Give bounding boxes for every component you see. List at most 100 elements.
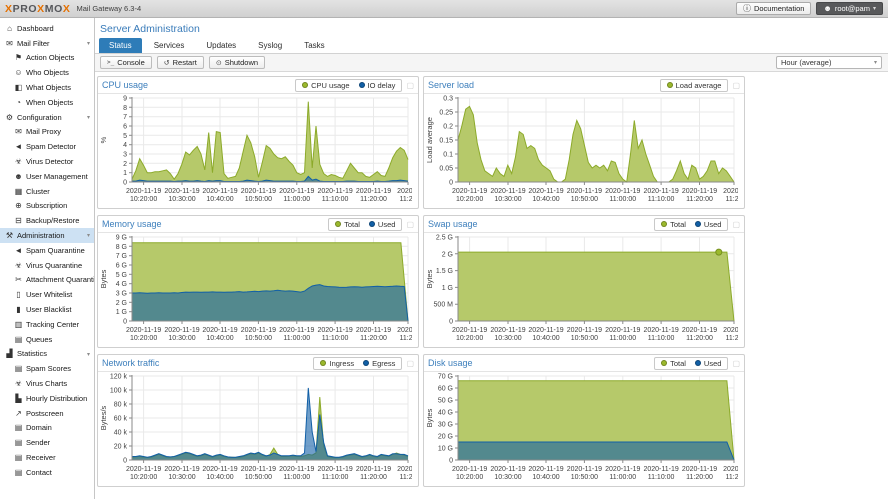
legend-item-used[interactable]: Used	[694, 220, 721, 229]
sidebar-item-attachment-quarantine[interactable]: ✂ Attachment Quarantine	[0, 273, 94, 288]
svg-text:11:20:00: 11:20:00	[360, 196, 387, 203]
sidebar-item-action-objects[interactable]: ⚑ Action Objects	[0, 51, 94, 66]
sidebar-item-administration[interactable]: ⚒ Administration ▾	[0, 228, 94, 243]
chevron-down-icon: ▾	[873, 60, 877, 66]
sidebar-item-virus-charts[interactable]: ☣ Virus Charts	[0, 376, 94, 391]
chart-panel-swap-usage: Swap usage Total Used ▢ 0 500 M 1 G 1.5 G 2 G 2.5…	[423, 215, 745, 348]
sidebar-item-spam-quarantine[interactable]: ◄ Spam Quarantine	[0, 243, 94, 258]
sidebar-item-user-management[interactable]: ☻ User Management	[0, 169, 94, 184]
proxmox-logo: X PRO X MO X	[5, 3, 71, 15]
sidebar-item-who-objects[interactable]: ☺ Who Objects	[0, 65, 94, 80]
svg-text:2: 2	[123, 161, 127, 168]
svg-text:2020-11-19: 2020-11-19	[528, 188, 563, 195]
spam-quarantine-icon: ◄	[14, 245, 23, 255]
svg-text:10:30:00: 10:30:00	[494, 474, 521, 481]
chart-legend: Total Used	[654, 356, 729, 370]
sidebar-item-spam-detector[interactable]: ◄ Spam Detector	[0, 139, 94, 154]
sidebar-item-statistics[interactable]: ▟ Statistics ▾	[0, 347, 94, 362]
legend-item-io-delay[interactable]: IO delay	[358, 81, 395, 90]
sidebar-item-contact[interactable]: ▤ Contact	[0, 465, 94, 480]
svg-text:10:50:00: 10:50:00	[571, 335, 598, 342]
undock-icon[interactable]: ▢	[732, 219, 740, 229]
user-menu-button[interactable]: ☻ root@pam ▾	[816, 2, 883, 15]
svg-text:Bytes: Bytes	[425, 408, 434, 427]
chevron-down-icon: ▾	[86, 351, 90, 358]
console-icon: >_	[107, 59, 115, 66]
svg-text:6 G: 6 G	[116, 263, 127, 270]
legend-item-total[interactable]: Total	[661, 359, 686, 368]
tab-status[interactable]: Status	[99, 38, 142, 53]
legend-item-total[interactable]: Total	[661, 220, 686, 229]
legend-dot-icon	[694, 360, 701, 366]
sidebar-item-postscreen[interactable]: ↗ Postscreen	[0, 406, 94, 421]
legend-item-ingress[interactable]: Ingress	[320, 359, 354, 368]
sidebar-item-user-blacklist[interactable]: ▮ User Blacklist	[0, 302, 94, 317]
sidebar-item-what-objects[interactable]: ◧ What Objects	[0, 80, 94, 95]
legend-item-total[interactable]: Total	[335, 220, 360, 229]
legend-item-used[interactable]: Used	[368, 220, 395, 229]
documentation-button[interactable]: ⓘ Documentation	[735, 2, 812, 15]
sidebar-item-mail-proxy[interactable]: ✉ Mail Proxy	[0, 125, 94, 140]
svg-text:10:20:00: 10:20:00	[130, 196, 157, 203]
console-button[interactable]: >_ Console	[100, 56, 152, 69]
sidebar-item-backup-restore[interactable]: ⊟ Backup/Restore	[0, 213, 94, 228]
sidebar-item-spam-scores[interactable]: ▤ Spam Scores	[0, 361, 94, 376]
svg-text:1.5 G: 1.5 G	[436, 268, 453, 275]
sidebar-item-sender[interactable]: ▤ Sender	[0, 435, 94, 450]
queues-icon: ▤	[14, 334, 23, 344]
restart-button[interactable]: ↺ Restart	[156, 56, 204, 69]
svg-text:10:50:00: 10:50:00	[571, 196, 598, 203]
legend-item-load-average[interactable]: Load average	[666, 81, 721, 90]
undock-icon[interactable]: ▢	[732, 80, 740, 90]
svg-text:0: 0	[123, 319, 127, 326]
legend-item-cpu-usage[interactable]: CPU usage	[302, 81, 350, 90]
shutdown-button[interactable]: ⊙ Shutdown	[208, 56, 266, 69]
legend-dot-icon	[368, 221, 375, 227]
domain-icon: ▤	[14, 423, 23, 433]
sidebar-item-receiver[interactable]: ▤ Receiver	[0, 450, 94, 465]
svg-text:11:00:00: 11:00:00	[283, 335, 310, 342]
tab-services[interactable]: Services	[153, 41, 185, 50]
sidebar-item-hourly-distribution[interactable]: ▙ Hourly Distribution	[0, 391, 94, 406]
sidebar-item-subscription[interactable]: ⊕ Subscription	[0, 199, 94, 214]
undock-icon[interactable]: ▢	[732, 358, 740, 368]
tab-updates[interactable]: Updates	[206, 41, 237, 50]
sidebar-item-label: Dashboard	[17, 23, 54, 33]
legend-dot-icon	[661, 360, 668, 366]
undock-icon[interactable]: ▢	[406, 219, 414, 229]
legend-dot-icon	[335, 221, 342, 227]
svg-text:70 G: 70 G	[438, 374, 453, 381]
sidebar-item-tracking-center[interactable]: ▥ Tracking Center	[0, 317, 94, 332]
range-select[interactable]: Hour (average) ▾	[776, 56, 882, 69]
subscription-icon: ⊕	[15, 201, 22, 211]
tab-tasks[interactable]: Tasks	[304, 41, 325, 50]
svg-text:11:00:00: 11:00:00	[283, 474, 310, 481]
sidebar-item-dashboard[interactable]: ⌂ Dashboard	[0, 21, 94, 36]
sidebar-item-virus-quarantine[interactable]: ☣ Virus Quarantine	[0, 258, 94, 273]
sidebar-item-mail-filter[interactable]: ✉ Mail Filter ▾	[0, 36, 94, 51]
configuration-icon: ⚙	[5, 112, 14, 122]
svg-text:2020-11-19: 2020-11-19	[605, 188, 640, 195]
sidebar-item-configuration[interactable]: ⚙ Configuration ▾	[0, 110, 94, 125]
sidebar-item-virus-detector[interactable]: ☣ Virus Detector	[0, 154, 94, 169]
svg-text:11:10:00: 11:10:00	[648, 335, 675, 342]
svg-text:2020-11-19: 2020-11-19	[164, 466, 199, 473]
sidebar-item-when-objects[interactable]: ◔ When Objects	[0, 95, 94, 110]
tab-syslog[interactable]: Syslog	[258, 41, 283, 50]
chart-panel-disk-usage: Disk usage Total Used ▢ 0 10 G 20 G 30 G 40 G 50 …	[423, 354, 745, 487]
undock-icon[interactable]: ▢	[406, 80, 414, 90]
sidebar-item-domain[interactable]: ▤ Domain	[0, 421, 94, 436]
svg-text:2020-11-19: 2020-11-19	[605, 466, 640, 473]
sidebar-item-label: Queues	[26, 334, 53, 344]
legend-item-egress[interactable]: Egress	[363, 359, 395, 368]
undock-icon[interactable]: ▢	[406, 358, 414, 368]
chart-legend: CPU usage IO delay	[295, 78, 403, 92]
sidebar-item-user-whitelist[interactable]: ▯ User Whitelist	[0, 287, 94, 302]
sidebar-item-queues[interactable]: ▤ Queues	[0, 332, 94, 347]
sidebar-item-label: When Objects	[26, 97, 74, 107]
brand-segment: MO	[44, 2, 63, 15]
legend-item-used[interactable]: Used	[694, 359, 721, 368]
svg-text:2020-11-19: 2020-11-19	[164, 188, 199, 195]
sidebar-item-cluster[interactable]: ▦ Cluster	[0, 184, 94, 199]
sidebar-item-label: Configuration	[17, 112, 62, 122]
